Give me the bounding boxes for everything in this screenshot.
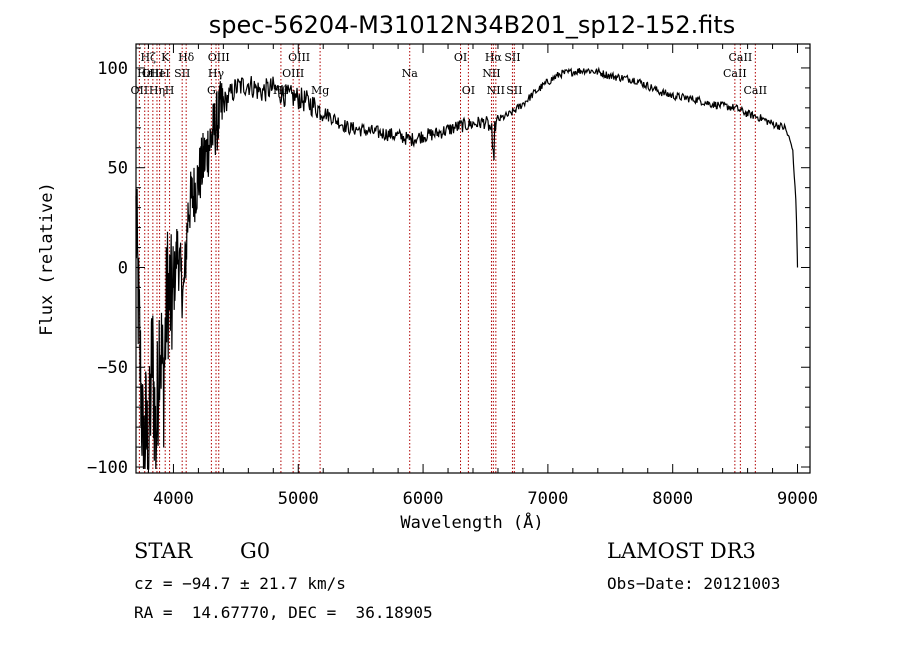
x-tick-label: 7000 [527,489,568,509]
y-tick-label: 100 [97,59,128,79]
spectral-line-label: SII [174,67,190,80]
x-tick-label: 4000 [153,489,194,509]
plot-frame [135,43,811,474]
spectral-line-label: NII [482,67,500,80]
x-tick-label: 9000 [777,489,818,509]
x-axis-label: Wavelength (Å) [400,511,543,533]
spectral-line-label: CaII [723,67,747,80]
spectral-lines [138,44,756,473]
spectral-line-label: H [165,84,175,97]
observation-date: Obs−Date: 20121003 [607,574,781,593]
spectral-line-label: Hδ [178,51,195,64]
spectral-line-label: Hε [137,67,153,80]
spectral-line-label: Hζ [140,51,156,64]
axis-ticks: 4000 5000 6000 7000 8000 9000 −100 −50 0 50 100 [87,44,818,509]
spectral-line-label: CaII [743,84,767,97]
x-tick-label: 6000 [403,489,444,509]
spectral-line-label: Hγ [208,67,225,80]
spectral-line-label: OI [462,84,475,97]
y-tick-label: 0 [118,258,128,278]
spectral-line-label: OII [131,84,149,97]
y-tick-label: −100 [87,458,128,478]
spectral-line-label: Hη [149,84,165,97]
redshift-readout: cz = −94.7 ± 21.7 km/s [134,574,346,593]
spectral-line-label: OIII [142,67,164,80]
survey-name: LAMOST DR3 [607,539,756,563]
spectral-line-label: OI [454,51,467,64]
spectral-line-label: K [161,51,170,64]
chart-title: spec-56204-M31012N34B201_sp12-152.fits [209,11,736,39]
spectral-line-label: Na [402,67,419,80]
x-tick-label: 5000 [278,489,319,509]
spectral-line-label: Mg [311,84,329,97]
x-tick-label: 8000 [652,489,693,509]
flux-series-line [135,66,799,470]
spectral-line-label: SII [506,84,522,97]
spectral-line-label: OIII [282,67,304,80]
spectral-line-label: OIII [208,51,230,64]
spectral-line-label: CaII [729,51,753,64]
spectral-line-label: HeI [149,67,169,80]
spectral-line-label: Hα [485,51,503,64]
y-axis-label: Flux (relative) [37,182,57,336]
y-tick-label: 50 [108,159,128,179]
spectral-line-label: NII [487,84,505,97]
spectral-line-label: SII [504,51,520,64]
y-tick-label: −50 [97,358,128,378]
spectral-line-label: G [207,84,216,97]
spectral-line-label: OIII [288,51,310,64]
object-class: STAR [134,539,193,563]
object-subclass: G0 [240,539,271,563]
coordinates-readout: RA = 14.67770, DEC = 36.18905 [134,603,433,622]
